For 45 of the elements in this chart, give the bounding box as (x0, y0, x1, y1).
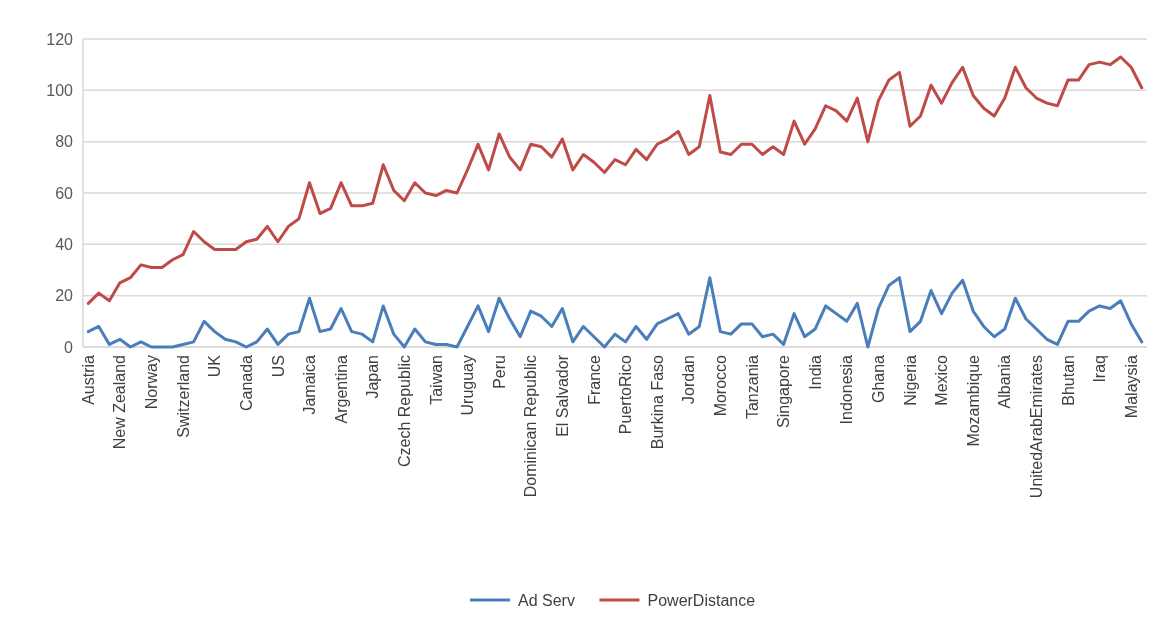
y-tick-label: 20 (55, 287, 74, 305)
x-tick-label: El Salvador (553, 354, 571, 437)
x-tick-label: UK (206, 354, 224, 378)
x-tick-label: US (269, 355, 287, 378)
y-tick-label: 40 (55, 235, 74, 253)
x-tick-label: France (585, 354, 603, 405)
legend-label: Ad Serv (518, 591, 575, 609)
x-tick-label: Tanzania (743, 354, 761, 420)
x-tick-label: Ghana (869, 354, 887, 404)
x-tick-label: Taiwan (427, 355, 445, 405)
x-tick-label: PuertoRico (617, 354, 635, 435)
x-tick-label: Czech Republic (395, 355, 413, 468)
x-tick-label: India (806, 354, 824, 390)
x-tick-label: Switzerland (174, 355, 192, 438)
x-tick-label: Jordan (680, 355, 698, 404)
x-tick-label: Nigeria (901, 354, 919, 406)
x-tick-label: Singapore (775, 354, 793, 428)
x-tick-label: Norway (143, 355, 161, 410)
x-tick-label: Uruguay (459, 355, 477, 416)
line-series (86, 55, 1144, 305)
y-tick-label: 60 (55, 184, 74, 202)
x-tick-label: Bhutan (1059, 355, 1077, 406)
x-tick-label: Jamaica (301, 354, 319, 415)
x-tick-label: Iraq (1091, 355, 1109, 383)
x-tick-label: Argentina (332, 354, 350, 424)
x-tick-label: Canada (237, 354, 255, 412)
x-tick-label: Austria (79, 354, 97, 405)
x-tick-label: UnitedArabEmirates (1027, 355, 1045, 499)
y-tick-label: 0 (64, 338, 74, 356)
line-series (86, 276, 1144, 349)
x-tick-label: Mexico (933, 354, 951, 406)
x-tick-label: Mozambique (964, 354, 982, 447)
x-tick-label: New Zealand (111, 355, 129, 450)
x-tick-label: Morocco (711, 354, 729, 417)
x-tick-label: Peru (490, 355, 508, 389)
y-tick-label: 100 (46, 81, 74, 99)
x-tick-label: Malaysia (1122, 354, 1140, 419)
y-tick-label: 120 (46, 30, 74, 48)
x-tick-label: Burkina Faso (648, 354, 666, 450)
x-tick-label: Indonesia (838, 354, 856, 425)
x-tick-label: Albania (996, 354, 1014, 409)
legend-label: PowerDistance (647, 591, 756, 609)
x-tick-label: Dominican Republic (522, 355, 540, 498)
y-tick-label: 80 (55, 133, 74, 151)
x-tick-label: Japan (364, 355, 382, 399)
